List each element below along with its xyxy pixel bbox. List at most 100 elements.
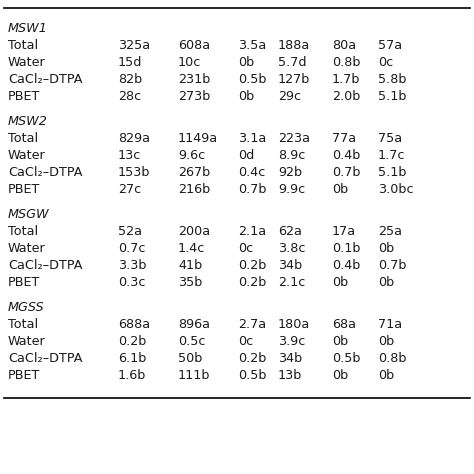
Text: Total: Total <box>8 318 38 331</box>
Text: 0b: 0b <box>238 90 254 103</box>
Text: 273b: 273b <box>178 90 210 103</box>
Text: 6.1b: 6.1b <box>118 352 146 365</box>
Text: 608a: 608a <box>178 39 210 52</box>
Text: PBET: PBET <box>8 369 40 382</box>
Text: 0d: 0d <box>238 149 254 162</box>
Text: Water: Water <box>8 242 46 255</box>
Text: 0.5c: 0.5c <box>178 335 205 348</box>
Text: 28c: 28c <box>118 90 141 103</box>
Text: 200a: 200a <box>178 225 210 238</box>
Text: 688a: 688a <box>118 318 150 331</box>
Text: 92b: 92b <box>278 166 302 179</box>
Text: 3.5a: 3.5a <box>238 39 266 52</box>
Text: 0.2b: 0.2b <box>238 352 266 365</box>
Text: 1.4c: 1.4c <box>178 242 205 255</box>
Text: 29c: 29c <box>278 90 301 103</box>
Text: 0b: 0b <box>332 369 348 382</box>
Text: 27c: 27c <box>118 183 141 196</box>
Text: PBET: PBET <box>8 90 40 103</box>
Text: 0.5b: 0.5b <box>332 352 361 365</box>
Text: 0.4b: 0.4b <box>332 259 360 272</box>
Text: 5.1b: 5.1b <box>378 166 407 179</box>
Text: 0c: 0c <box>378 56 393 69</box>
Text: Total: Total <box>8 132 38 145</box>
Text: 1.7c: 1.7c <box>378 149 405 162</box>
Text: 1149a: 1149a <box>178 132 218 145</box>
Text: 0.8b: 0.8b <box>378 352 407 365</box>
Text: 216b: 216b <box>178 183 210 196</box>
Text: 3.8c: 3.8c <box>278 242 305 255</box>
Text: 0.4b: 0.4b <box>332 149 360 162</box>
Text: PBET: PBET <box>8 183 40 196</box>
Text: 71a: 71a <box>378 318 402 331</box>
Text: Total: Total <box>8 225 38 238</box>
Text: 0.7c: 0.7c <box>118 242 146 255</box>
Text: 0.5b: 0.5b <box>238 369 266 382</box>
Text: 0.4c: 0.4c <box>238 166 265 179</box>
Text: 10c: 10c <box>178 56 201 69</box>
Text: 13b: 13b <box>278 369 302 382</box>
Text: 325a: 325a <box>118 39 150 52</box>
Text: Water: Water <box>8 149 46 162</box>
Text: 188a: 188a <box>278 39 310 52</box>
Text: 3.0bc: 3.0bc <box>378 183 413 196</box>
Text: CaCl₂–DTPA: CaCl₂–DTPA <box>8 259 82 272</box>
Text: 15d: 15d <box>118 56 142 69</box>
Text: 1.7b: 1.7b <box>332 73 361 86</box>
Text: 0.7b: 0.7b <box>332 166 361 179</box>
Text: 111b: 111b <box>178 369 210 382</box>
Text: 0b: 0b <box>238 56 254 69</box>
Text: 3.9c: 3.9c <box>278 335 305 348</box>
Text: 896a: 896a <box>178 318 210 331</box>
Text: 0.8b: 0.8b <box>332 56 361 69</box>
Text: 13c: 13c <box>118 149 141 162</box>
Text: 829a: 829a <box>118 132 150 145</box>
Text: 3.3b: 3.3b <box>118 259 146 272</box>
Text: 0.2b: 0.2b <box>118 335 146 348</box>
Text: 0b: 0b <box>378 369 394 382</box>
Text: 0b: 0b <box>332 276 348 289</box>
Text: 5.1b: 5.1b <box>378 90 407 103</box>
Text: 35b: 35b <box>178 276 202 289</box>
Text: 5.8b: 5.8b <box>378 73 407 86</box>
Text: 0b: 0b <box>378 276 394 289</box>
Text: 82b: 82b <box>118 73 142 86</box>
Text: 80a: 80a <box>332 39 356 52</box>
Text: MSGW: MSGW <box>8 208 50 221</box>
Text: 231b: 231b <box>178 73 210 86</box>
Text: 41b: 41b <box>178 259 202 272</box>
Text: 0b: 0b <box>378 335 394 348</box>
Text: 34b: 34b <box>278 352 302 365</box>
Text: 267b: 267b <box>178 166 210 179</box>
Text: Water: Water <box>8 56 46 69</box>
Text: Total: Total <box>8 39 38 52</box>
Text: 62a: 62a <box>278 225 302 238</box>
Text: Water: Water <box>8 335 46 348</box>
Text: 25a: 25a <box>378 225 402 238</box>
Text: 127b: 127b <box>278 73 310 86</box>
Text: 2.7a: 2.7a <box>238 318 266 331</box>
Text: MGSS: MGSS <box>8 301 45 314</box>
Text: 0b: 0b <box>378 242 394 255</box>
Text: 0.3c: 0.3c <box>118 276 146 289</box>
Text: CaCl₂–DTPA: CaCl₂–DTPA <box>8 73 82 86</box>
Text: 153b: 153b <box>118 166 151 179</box>
Text: 1.6b: 1.6b <box>118 369 146 382</box>
Text: 34b: 34b <box>278 259 302 272</box>
Text: 17a: 17a <box>332 225 356 238</box>
Text: 9.6c: 9.6c <box>178 149 205 162</box>
Text: 0c: 0c <box>238 242 253 255</box>
Text: 52a: 52a <box>118 225 142 238</box>
Text: 57a: 57a <box>378 39 402 52</box>
Text: PBET: PBET <box>8 276 40 289</box>
Text: 2.1a: 2.1a <box>238 225 266 238</box>
Text: 2.1c: 2.1c <box>278 276 305 289</box>
Text: 0.5b: 0.5b <box>238 73 266 86</box>
Text: 223a: 223a <box>278 132 310 145</box>
Text: 68a: 68a <box>332 318 356 331</box>
Text: 0.7b: 0.7b <box>378 259 407 272</box>
Text: CaCl₂–DTPA: CaCl₂–DTPA <box>8 352 82 365</box>
Text: 0.1b: 0.1b <box>332 242 361 255</box>
Text: 3.1a: 3.1a <box>238 132 266 145</box>
Text: 77a: 77a <box>332 132 356 145</box>
